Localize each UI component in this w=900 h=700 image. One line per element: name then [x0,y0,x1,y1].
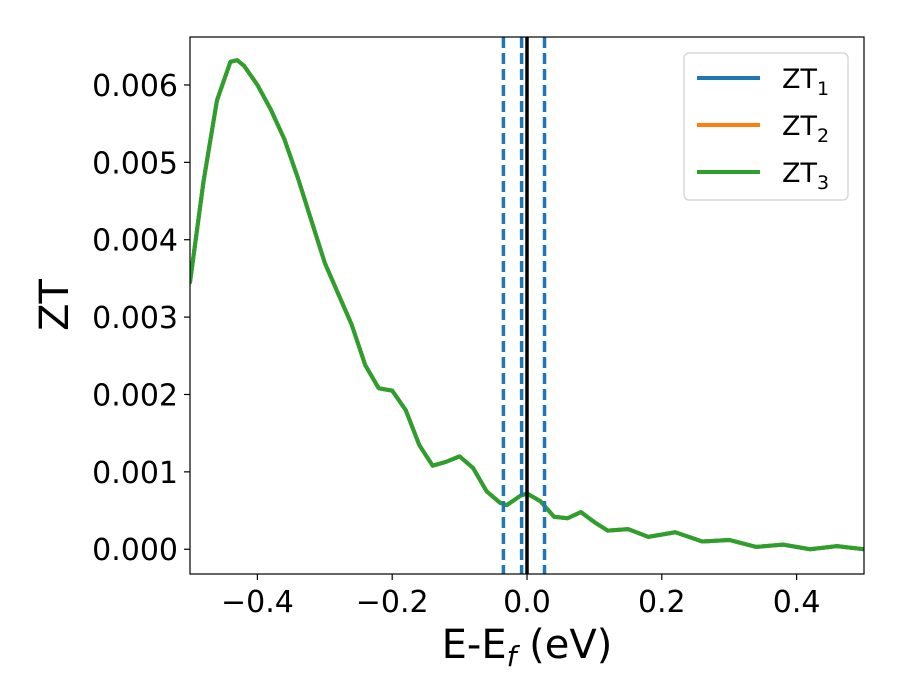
legend-label-zt3: ZT3 [782,158,829,194]
x-axis: −0.4 −0.2 0.0 0.2 0.4 [221,574,820,620]
legend: ZT1 ZT2 ZT3 [683,52,849,201]
y-tick-label: 0.005 [92,146,178,181]
x-tick-label: −0.4 [221,585,294,620]
x-tick-label: −0.2 [356,585,429,620]
y-tick-label: 0.006 [92,69,178,104]
y-tick-label: 0.002 [92,378,178,413]
x-axis-label: E-Ef (eV) [442,622,613,673]
y-tick-label: 0.000 [92,533,178,568]
series-line-zt3 [190,58,864,552]
y-tick-label: 0.001 [92,456,178,491]
y-axis-label: ZT [32,279,78,331]
x-tick-label: 0.4 [773,585,821,620]
legend-entry-zt2: ZT2 [697,111,829,147]
x-tick-label: 0.2 [638,585,686,620]
y-axis: 0.000 0.001 0.002 0.003 0.004 0.005 0.006 [92,69,190,568]
legend-entry-zt3: ZT3 [697,158,829,194]
y-tick-label: 0.004 [92,224,178,259]
legend-entry-zt1: ZT1 [697,64,829,100]
legend-label-zt1: ZT1 [782,64,829,100]
plot-area [189,36,865,575]
y-tick-label: 0.003 [92,301,178,336]
series-lines [190,37,864,574]
legend-label-zt2: ZT2 [782,111,829,147]
legend-frame [683,52,849,201]
x-tick-label: 0.0 [503,585,551,620]
